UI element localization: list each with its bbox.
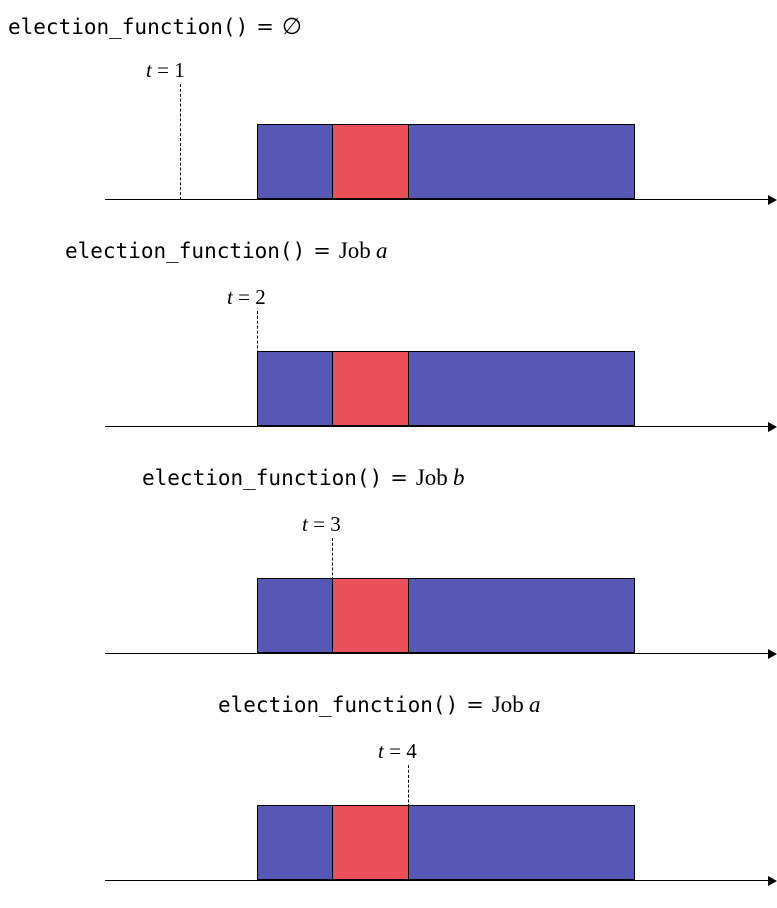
job-a-block	[257, 805, 333, 880]
time-label: t = 3	[302, 512, 341, 537]
panel-step-1: election_function() = ∅ t = 1	[0, 0, 777, 227]
job-b-block	[332, 124, 409, 199]
result-text: Job	[338, 238, 371, 263]
result-variable: a	[376, 238, 388, 263]
time-value: 2	[255, 285, 266, 309]
election-caption: election_function() = ∅	[8, 14, 302, 40]
time-axis	[105, 199, 770, 200]
time-marker	[180, 84, 181, 200]
time-equals: =	[313, 512, 325, 536]
time-variable: t	[146, 58, 152, 82]
panel-step-4: election_function() = Job a t = 4	[0, 681, 777, 908]
function-call: election_function()	[8, 15, 249, 39]
panel-step-2: election_function() = Job a t = 2	[0, 227, 777, 454]
time-axis	[105, 880, 770, 881]
panel-step-3: election_function() = Job b t = 3	[0, 454, 777, 681]
job-a-block	[408, 351, 635, 426]
axis-arrowhead	[768, 649, 777, 659]
job-a-block	[257, 578, 333, 653]
time-equals: =	[157, 58, 169, 82]
function-call: election_function()	[142, 466, 383, 490]
time-variable: t	[378, 739, 384, 763]
time-label: t = 1	[146, 58, 185, 83]
time-label: t = 4	[378, 739, 417, 764]
job-b-block	[332, 805, 409, 880]
result-text: Job	[415, 465, 448, 490]
function-call: election_function()	[65, 239, 306, 263]
time-value: 1	[174, 58, 185, 82]
job-a-block	[408, 124, 635, 199]
axis-arrowhead	[768, 876, 777, 886]
equals-sign: =	[313, 239, 331, 263]
job-b-block	[332, 578, 409, 653]
job-a-block	[408, 578, 635, 653]
time-value: 4	[406, 739, 417, 763]
job-b-block	[332, 351, 409, 426]
job-a-block	[257, 351, 333, 426]
equals-sign: =	[466, 693, 484, 717]
time-equals: =	[389, 739, 401, 763]
equals-sign: =	[256, 15, 274, 39]
election-caption: election_function() = Job a	[218, 692, 541, 718]
axis-arrowhead	[768, 422, 777, 432]
equals-sign: =	[390, 466, 408, 490]
time-axis	[105, 653, 770, 654]
election-caption: election_function() = Job a	[65, 238, 388, 264]
time-label: t = 2	[227, 285, 266, 310]
time-axis	[105, 426, 770, 427]
job-a-block	[408, 805, 635, 880]
job-a-block	[257, 124, 333, 199]
election-caption: election_function() = Job b	[142, 465, 465, 491]
time-equals: =	[238, 285, 250, 309]
result-text: ∅	[281, 14, 302, 39]
axis-arrowhead	[768, 195, 777, 205]
time-variable: t	[227, 285, 233, 309]
result-text: Job	[491, 692, 524, 717]
time-value: 3	[330, 512, 341, 536]
time-variable: t	[302, 512, 308, 536]
result-variable: a	[529, 692, 541, 717]
result-variable: b	[453, 465, 465, 490]
function-call: election_function()	[218, 693, 459, 717]
